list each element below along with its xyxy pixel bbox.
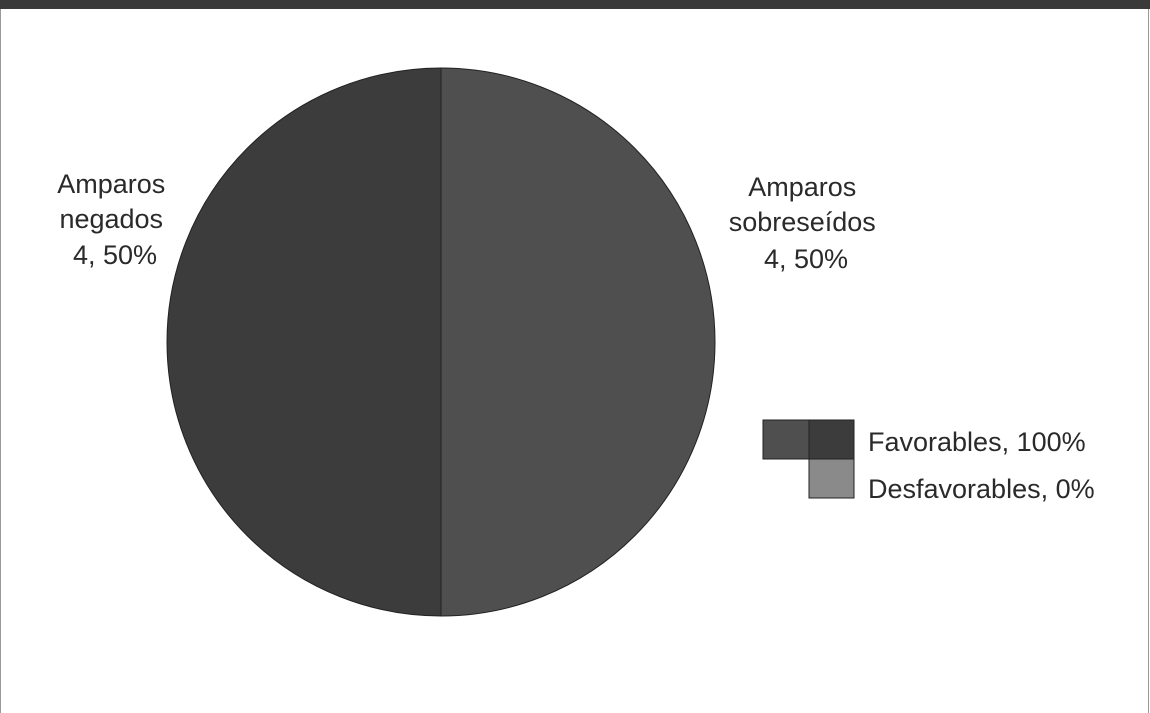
legend-label-favorables: Favorables, 100%: [868, 427, 1086, 457]
legend: Favorables, 100% Desfavorables, 0%: [762, 419, 1095, 504]
top-bar: [0, 0, 1150, 9]
legend-label-desfavorables: Desfavorables, 0%: [868, 474, 1095, 504]
pie-slices: [166, 67, 716, 617]
legend-swatch-desfavorables: [808, 458, 855, 499]
slice-label-negados: Amparos negados 4, 50%: [57, 169, 173, 270]
legend-swatch-favorables-a: [762, 419, 810, 460]
legend-swatch-favorables-b: [808, 419, 855, 460]
pie-slice-0: [440, 67, 716, 617]
slice-label-sobreseidos: Amparos sobreseídos 4, 50%: [729, 172, 884, 274]
pie-slice-1: [166, 67, 442, 617]
